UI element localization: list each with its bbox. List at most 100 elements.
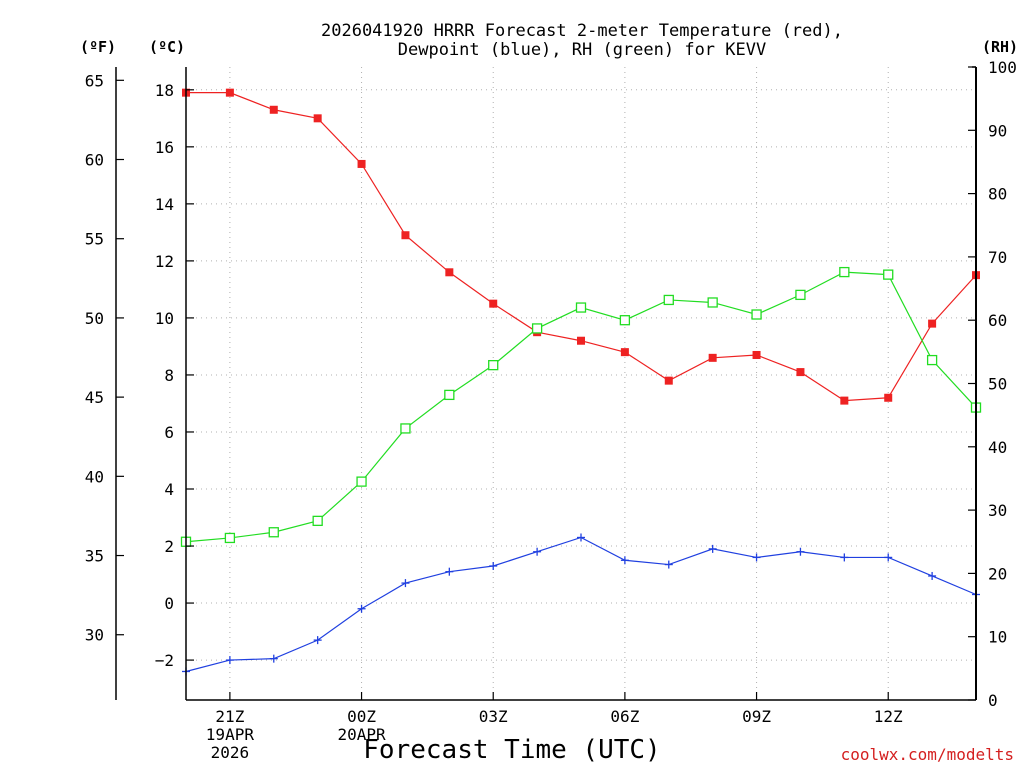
dewpoint-point	[445, 567, 454, 576]
x-axis-label: Forecast Time (UTC)	[363, 735, 660, 765]
fahrenheit-tick-label: 60	[85, 151, 104, 170]
rh-point	[619, 315, 631, 326]
temperature-point	[620, 348, 629, 357]
fahrenheit-tick-label: 55	[85, 230, 104, 249]
temperature-point	[489, 299, 498, 308]
rh-point	[312, 515, 323, 527]
rh-tick-label: 0	[988, 691, 998, 710]
celsius-tick-label: −2	[155, 651, 174, 670]
dewpoint-point	[928, 571, 937, 580]
temperature-point	[664, 376, 673, 385]
rh-tick-label: 10	[988, 628, 1007, 647]
temperature-point	[928, 319, 937, 328]
rh-tick-label: 20	[988, 564, 1007, 583]
celsius-tick-label: 8	[164, 366, 174, 385]
rh-point	[444, 389, 455, 401]
celsius-tick-label: 2	[164, 537, 174, 556]
rh-point	[488, 359, 499, 371]
celsius-tick-label: 6	[164, 423, 174, 442]
rh-tick-label: 30	[988, 501, 1007, 520]
fahrenheit-tick-label: 50	[85, 309, 104, 328]
axes: −2 0 2 4 6 8 10 12 14 16 18 30 35 40 45 50 55 60 65 0 10 20 30…	[85, 58, 1017, 762]
dewpoint-point	[577, 533, 585, 542]
temperature-point	[708, 353, 717, 362]
credit-label: coolwx.com/modelts	[841, 745, 1014, 764]
rh-point	[531, 323, 543, 334]
dewpoint-point	[752, 553, 761, 562]
x-tick-label: 00Z	[347, 707, 376, 726]
temperature-point	[269, 105, 278, 114]
celsius-tick-label: 14	[155, 195, 174, 214]
rh-point	[707, 297, 718, 308]
dewpoint-point	[357, 604, 366, 613]
fahrenheit-tick-label: 35	[85, 547, 104, 566]
rh-point	[926, 354, 938, 366]
rh-point	[883, 269, 894, 280]
x-tick-label: 21Z	[215, 707, 244, 726]
rh-point	[268, 527, 279, 538]
dewpoint-point	[884, 553, 893, 562]
rh-tick-label: 40	[988, 438, 1007, 457]
chart-title-line1: 2026041920 HRRR Forecast 2-meter Tempera…	[321, 21, 843, 41]
dewpoint-point	[269, 654, 278, 663]
fahrenheit-tick-label: 30	[85, 626, 104, 645]
rh-tick-label: 90	[988, 121, 1007, 140]
rh-tick-label: 50	[988, 375, 1007, 394]
x-tick-label: 12Z	[874, 707, 903, 726]
fahrenheit-unit-label: (ºF)	[80, 38, 116, 56]
rh-tick-label: 70	[988, 248, 1007, 267]
dewpoint-point	[620, 556, 629, 565]
temperature-point	[796, 368, 805, 377]
series-markers	[180, 88, 982, 676]
rh-point	[356, 476, 367, 487]
rh-tick-label: 60	[988, 311, 1007, 330]
fahrenheit-tick-label: 65	[85, 71, 104, 90]
rh-tick-label: 80	[988, 185, 1007, 204]
x-tick-label: 09Z	[742, 707, 771, 726]
temperature-point	[357, 159, 366, 168]
temperature-point	[577, 336, 585, 345]
chart-title-line2: Dewpoint (blue), RH (green) for KEVV	[398, 40, 766, 60]
dewpoint-point	[533, 547, 542, 556]
dewpoint-line	[185, 536, 977, 673]
temperature-point	[445, 268, 454, 277]
rh-point	[795, 289, 806, 301]
rh-point	[751, 309, 762, 320]
dewpoint-point	[664, 560, 673, 569]
temperature-point	[840, 396, 849, 405]
x-tick-label: 03Z	[479, 707, 508, 726]
rh-point	[400, 423, 411, 434]
x-tick-label: 06Z	[610, 707, 639, 726]
celsius-unit-label: (ºC)	[149, 38, 185, 56]
celsius-tick-label: 12	[155, 252, 174, 271]
rh-point	[663, 294, 674, 306]
x-tick-label: 20APR	[337, 725, 386, 744]
celsius-tick-label: 0	[164, 594, 174, 613]
temperature-point	[752, 350, 761, 359]
dewpoint-point	[796, 547, 805, 556]
dewpoint-point	[708, 544, 717, 553]
x-tick-label: 2026	[211, 743, 250, 762]
grid-lines	[186, 67, 976, 700]
temperature-point	[884, 393, 893, 402]
dewpoint-point	[313, 636, 322, 645]
rh-point	[839, 266, 850, 278]
dewpoint-point	[840, 553, 849, 562]
celsius-tick-label: 4	[164, 480, 174, 499]
rh-tick-label: 100	[988, 58, 1017, 77]
temperature-point	[225, 88, 234, 97]
rh-point	[575, 302, 587, 313]
celsius-tick-label: 16	[155, 138, 174, 157]
temperature-line	[186, 92, 977, 402]
dewpoint-point	[401, 579, 410, 588]
celsius-tick-label: 18	[155, 81, 174, 100]
celsius-tick-label: 10	[155, 309, 174, 328]
fahrenheit-tick-label: 40	[85, 467, 104, 486]
rh-point	[224, 532, 236, 544]
x-tick-label: 19APR	[206, 725, 255, 744]
fahrenheit-tick-label: 45	[85, 388, 104, 407]
temperature-point	[313, 114, 322, 123]
temperature-point	[401, 231, 410, 240]
rh-unit-label: (RH)	[982, 38, 1018, 56]
